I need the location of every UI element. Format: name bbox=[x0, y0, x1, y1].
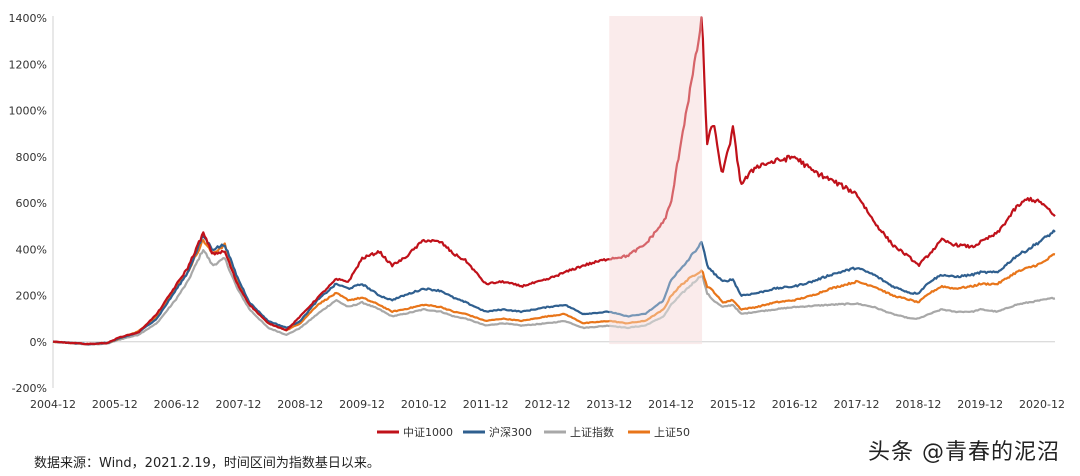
x-tick-label: 2014-12 bbox=[648, 398, 694, 411]
x-tick-label: 2006-12 bbox=[154, 398, 200, 411]
legend-label: 中证1000 bbox=[403, 426, 453, 439]
legend-label: 上证指数 bbox=[570, 425, 614, 439]
series-line-3 bbox=[52, 239, 1056, 346]
highlight-overlay bbox=[609, 16, 703, 345]
y-tick-label: 0% bbox=[30, 336, 47, 349]
series-line-2 bbox=[52, 249, 1056, 346]
watermark: 头条 @青春的泥沼 bbox=[868, 440, 1060, 465]
legend: 中证1000 沪深300 上证指数 上证50 bbox=[377, 425, 690, 439]
x-tick-label: 2018-12 bbox=[895, 398, 941, 411]
y-tick-label: 400% bbox=[16, 243, 47, 256]
x-tick-label: 2005-12 bbox=[92, 398, 138, 411]
plot-area: -200% 0% 200% 400% 600% 800% 1000% 1200% 1400% 20… bbox=[9, 12, 1065, 439]
y-tick-label: 1200% bbox=[9, 58, 47, 71]
y-tick-label: 1400% bbox=[9, 12, 47, 25]
y-tick-label: 1000% bbox=[9, 105, 47, 118]
legend-label: 上证50 bbox=[654, 426, 690, 439]
x-tick-label: 2013-12 bbox=[586, 398, 632, 411]
x-tick-label: 2020-12 bbox=[1019, 398, 1065, 411]
x-tick-label: 2016-12 bbox=[772, 398, 818, 411]
y-tick-label: 200% bbox=[16, 290, 47, 303]
x-tick-label: 2009-12 bbox=[339, 398, 385, 411]
x-tick-label: 2007-12 bbox=[215, 398, 261, 411]
x-tick-label: 2010-12 bbox=[401, 398, 447, 411]
series-line-1 bbox=[52, 229, 1056, 346]
x-tick-label: 2017-12 bbox=[834, 398, 880, 411]
y-tick-label: 800% bbox=[16, 151, 47, 164]
x-tick-label: 2012-12 bbox=[525, 398, 571, 411]
x-tick-label: 2008-12 bbox=[277, 398, 323, 411]
y-tick-label: -200% bbox=[12, 382, 47, 395]
source-note: 数据来源：Wind，2021.2.19，时间区间为指数基日以来。 bbox=[34, 456, 380, 471]
x-tick-label: 2011-12 bbox=[463, 398, 509, 411]
series-line-0 bbox=[53, 16, 1056, 346]
x-tick-label: 2004-12 bbox=[30, 398, 76, 411]
x-tick-label: 2019-12 bbox=[957, 398, 1003, 411]
x-tick-label: 2015-12 bbox=[710, 398, 756, 411]
legend-label: 沪深300 bbox=[489, 425, 532, 439]
y-tick-label: 600% bbox=[16, 197, 47, 210]
